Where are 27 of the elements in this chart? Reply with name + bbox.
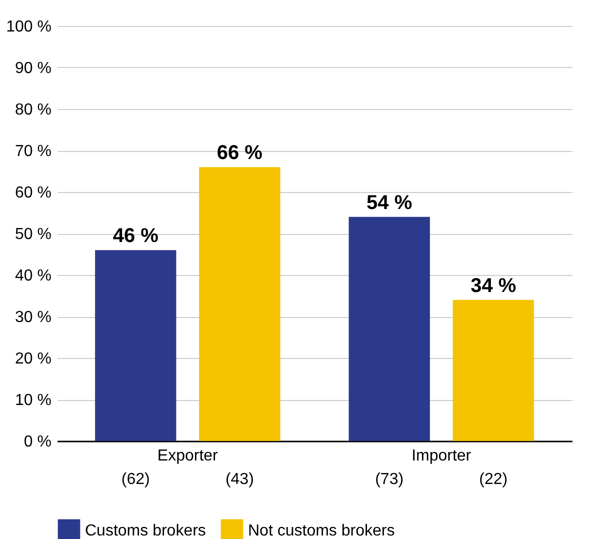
legend-label: Customs brokers [85,522,206,539]
data-label: 66 % [216,142,263,164]
legend-label: Not customs brokers [248,522,395,539]
data-label: 46 % [112,225,159,248]
text: (73) [375,471,404,488]
bar [95,250,176,441]
text: (62) [121,471,150,488]
bar [199,167,280,441]
data-label: 34 % [470,274,516,297]
y-tick-label: 30 % [15,309,52,326]
y-tick-label: 20 % [15,350,52,368]
x-tick-label: Exporter [157,448,219,464]
y-tick-label: 90 % [15,60,52,77]
data-label: 54 % [366,192,412,214]
y-tick-label: 40 % [15,268,52,284]
bar [452,300,534,441]
y-tick-label: 60 % [15,184,52,202]
text: (43) [225,471,254,488]
x-tick-label: Importer [412,448,472,464]
y-tick-label: 0 % [24,434,52,450]
y-tick-label: 100 % [6,18,52,36]
bar [348,216,430,441]
text: (22) [479,471,508,488]
y-tick-label: 70 % [15,143,52,160]
y-tick-label: 80 % [15,102,52,118]
y-tick-label: 50 % [15,226,52,243]
y-tick-label: 10 % [15,392,52,409]
